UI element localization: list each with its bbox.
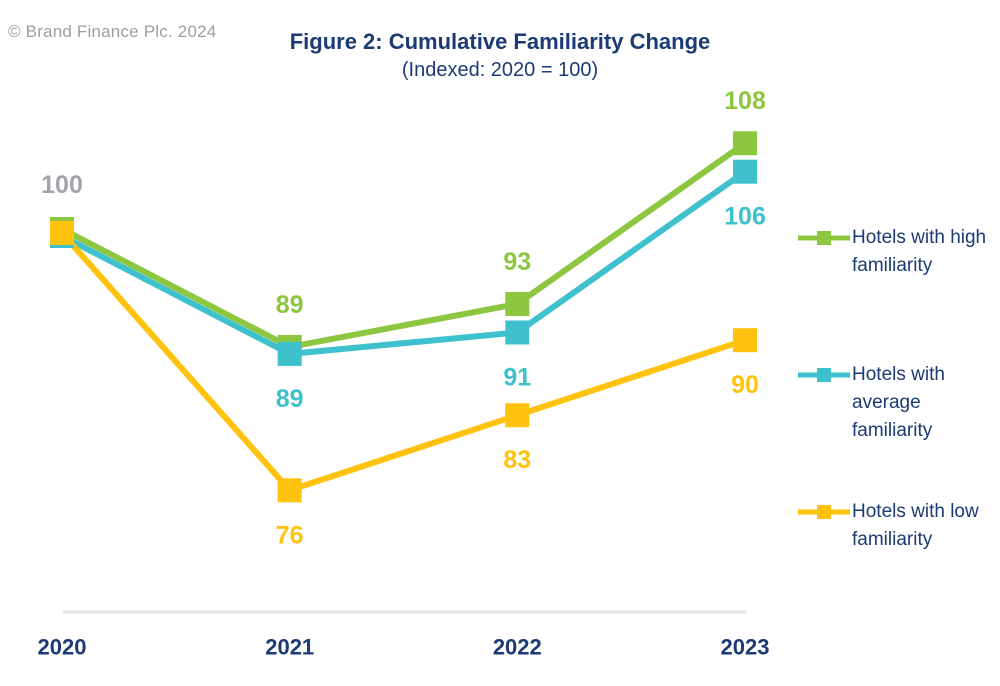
data-point-marker-s1-2021 [277, 341, 302, 366]
value-label-s2-2021: 76 [276, 521, 304, 549]
title-block: Figure 2: Cumulative Familiarity Change … [0, 28, 1000, 84]
data-point-marker-s1-2022 [505, 320, 530, 345]
legend-line-square-icon [798, 498, 850, 526]
legend-item-1: Hotels with average familiarity [798, 361, 1000, 445]
chart-legend: Hotels with high familiarity Hotels with av… [798, 0, 1000, 686]
base-point-value-label: 100 [41, 171, 83, 199]
data-point-marker-s0-2022 [505, 292, 530, 317]
legend-label: Hotels with high familiarity [852, 227, 987, 276]
x-axis-label-2022: 2022 [493, 635, 542, 660]
value-label-s1-2022: 91 [503, 363, 531, 391]
data-point-marker-s2-2022 [505, 403, 530, 428]
chart-title: Figure 2: Cumulative Familiarity Change [289, 29, 711, 54]
x-axis-label-2023: 2023 [721, 635, 770, 660]
value-label-s0-2022: 93 [503, 248, 531, 276]
legend-label: Hotels with low familiarity [852, 501, 979, 550]
legend-line-square-icon [798, 224, 850, 252]
value-label-s2-2023: 90 [731, 371, 759, 399]
x-axis-label-2021: 2021 [265, 635, 314, 660]
data-point-marker-s0-2023 [733, 131, 757, 156]
value-label-s2-2022: 83 [503, 446, 531, 474]
value-label-s0-2021: 89 [276, 291, 304, 319]
data-point-marker-s2-2020 [50, 221, 74, 245]
data-point-marker-s2-2023 [733, 328, 757, 353]
data-point-marker-s2-2021 [277, 478, 302, 503]
value-label-s1-2023: 106 [724, 203, 766, 231]
legend-item-0: Hotels with high familiarity [798, 224, 986, 280]
series-line-0 [60, 140, 747, 351]
series-line-1 [60, 169, 747, 357]
series-line-2 [59, 231, 746, 494]
legend-label: Hotels with average familiarity [852, 364, 945, 441]
x-axis-label-2020: 2020 [38, 635, 87, 660]
copyright-notice: © Brand Finance Plc. 2024 [8, 22, 217, 41]
value-label-s0-2023: 108 [724, 87, 766, 115]
data-point-marker-s1-2023 [733, 159, 757, 184]
chart-subtitle: (Indexed: 2020 = 100) [401, 59, 599, 81]
legend-line-square-icon [798, 361, 850, 389]
legend-item-2: Hotels with low familiarity [798, 498, 979, 554]
value-label-s1-2021: 89 [276, 385, 304, 413]
